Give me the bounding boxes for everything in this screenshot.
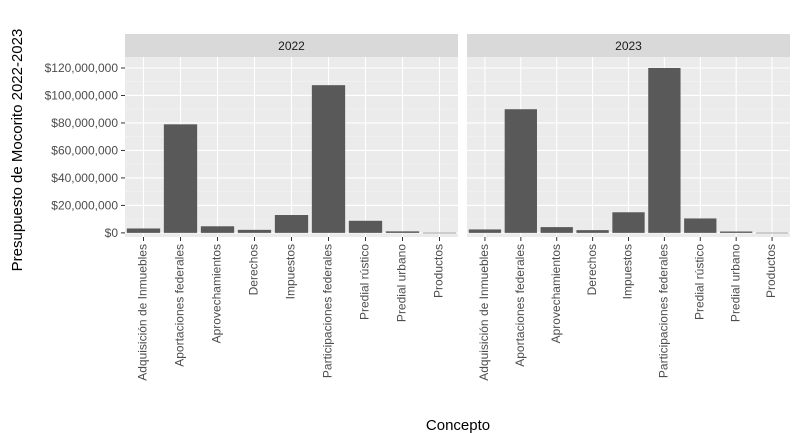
x-tick-label: Impuestos [284,244,298,299]
x-tick-label: Predial rústico [358,244,372,320]
facet-2023: 2023 [467,34,790,237]
x-tick-label: Aprovechamientos [549,244,563,343]
bar-2022-1 [163,124,198,233]
x-tick-label: Predial urbano [728,244,742,322]
y-tick-label: $80,000,000 [51,116,118,130]
bar-2022-4 [274,215,309,233]
facet-strip-label: 2023 [615,39,642,53]
x-tick-label: Productos [432,244,446,298]
x-tick-label: Adquisición de Inmuebles [477,244,491,381]
facet-2022: 2022 [125,34,458,237]
bar-2023-6 [684,218,717,233]
bar-2023-2 [540,227,573,233]
y-tick-label: $20,000,000 [51,198,118,212]
bar-2023-0 [468,229,502,233]
bar-2022-0 [126,228,161,233]
facet-panels: 2022 2023 [125,34,790,237]
bar-2023-8 [755,232,789,234]
bar-2023-1 [504,109,537,233]
y-axis: $0 $20,000,000 $40,000,000 $60,000,000 $80,0… [45,61,125,240]
x-tick-label: Participaciones federales [657,244,671,378]
x-tick-label: Derechos [585,244,599,295]
x-tick-label: Predial rústico [692,244,706,320]
bar-2022-2 [200,226,235,233]
y-tick-label: $0 [105,226,119,240]
bar-2023-4 [612,212,645,233]
x-tick-label: Productos [764,244,778,298]
facet-strip-label: 2022 [278,39,305,53]
bar-2022-7 [385,231,420,233]
x-tick-label: Aprovechamientos [210,244,224,343]
bar-2023-5 [648,67,681,233]
x-axis-title: Concepto [426,417,490,433]
bar-2022-6 [348,220,383,233]
x-tick-label: Impuestos [621,244,635,299]
x-tick-label: Participaciones federales [321,244,335,378]
x-tick-label: Aportaciones federales [513,244,527,367]
x-tick-label: Adquisición de Inmuebles [136,244,150,381]
facet-strip [467,34,790,57]
y-tick-label: $40,000,000 [51,171,118,185]
bar-2023-3 [576,230,609,233]
x-tick-label: Derechos [247,244,261,295]
x-tick-label: Aportaciones federales [173,244,187,367]
bar-2023-7 [720,231,753,233]
bar-2022-8 [422,232,457,234]
bar-2022-5 [311,85,346,233]
y-axis-title: Presupuesto de Mocorito 2022-2023 [9,29,26,272]
x-tick-label: Predial urbano [395,244,409,322]
y-tick-label: $100,000,000 [45,88,119,102]
facet-strip [125,34,458,57]
bar-2022-3 [237,229,272,233]
y-tick-label: $60,000,000 [51,143,118,157]
x-axis: Adquisición de Inmuebles Aportaciones fed… [136,237,778,381]
y-tick-label: $120,000,000 [45,61,119,75]
